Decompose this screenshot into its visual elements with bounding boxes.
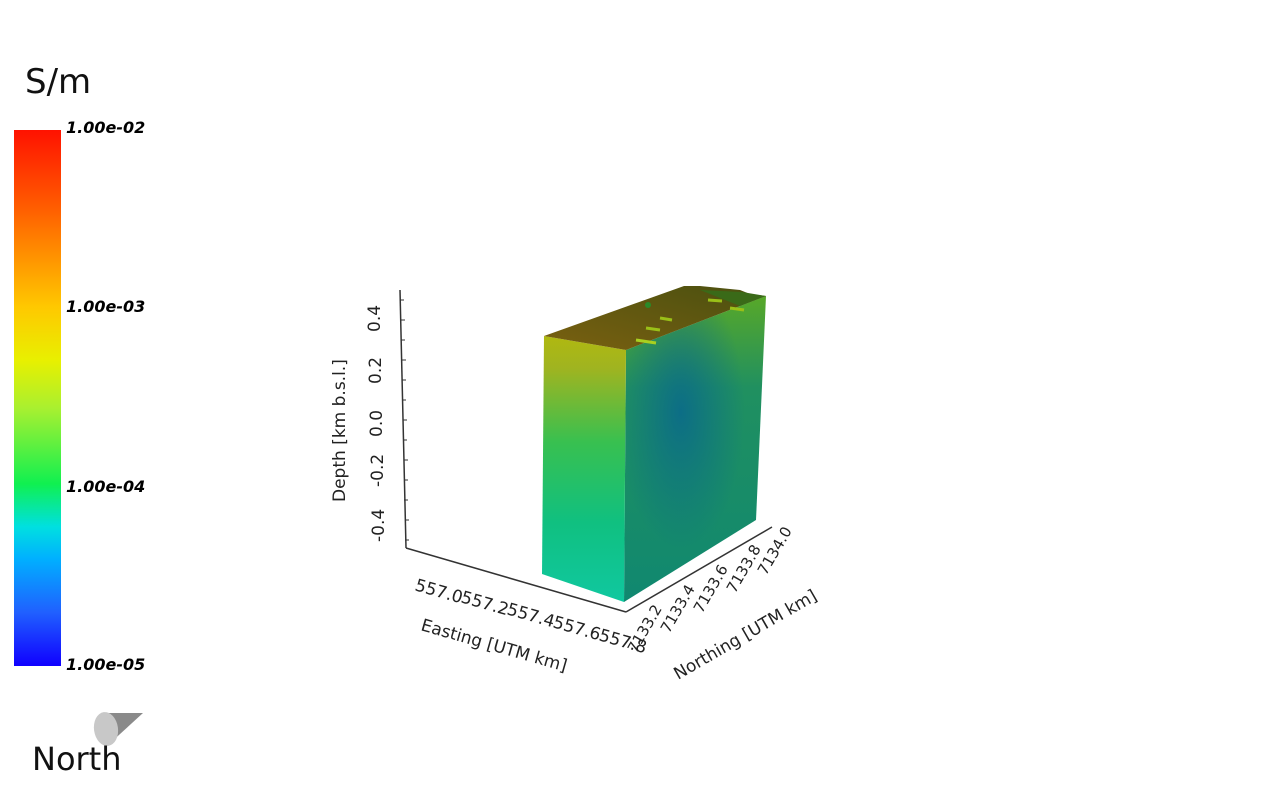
depth-tick-4: 0.4 <box>365 305 385 332</box>
depth-tick-0: -0.4 <box>369 509 389 542</box>
depth-axis-label: Depth [km b.s.l.] <box>330 359 350 502</box>
colorbar-tick-max: 1.00e-02 <box>66 118 146 137</box>
axes-frame <box>399 289 773 613</box>
colorbar-tick-min: 1.00e-05 <box>66 655 146 674</box>
model-front-face <box>542 336 626 602</box>
depth-tick-3: 0.2 <box>366 357 386 384</box>
colorbar <box>14 130 61 666</box>
model-top-surface <box>544 286 766 350</box>
easting-tick-1: 557.2 <box>459 588 511 621</box>
colorbar-unit-label: S/m <box>25 62 92 102</box>
depth-tick-2: 0.0 <box>367 410 387 437</box>
depth-tick-1: -0.2 <box>368 454 388 487</box>
depth-minor-ticks <box>400 299 409 541</box>
north-cone-icon <box>93 712 143 746</box>
easting-tick-0: 557.0 <box>413 576 465 609</box>
easting-tick-3: 557.6 <box>551 613 603 646</box>
colorbar-tick-3: 1.00e-04 <box>66 477 146 496</box>
orientation-label: North <box>32 740 122 778</box>
topography-features <box>635 290 766 345</box>
easting-tick-2: 557.4 <box>505 600 557 633</box>
conductivity-anomaly <box>624 296 766 602</box>
colorbar-tick-2: 1.00e-03 <box>66 297 146 316</box>
